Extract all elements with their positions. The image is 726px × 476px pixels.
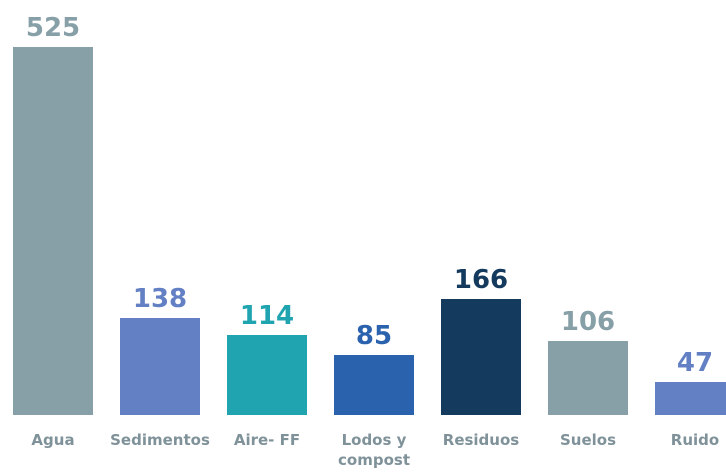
x-tick-label: Aire- FF [233, 431, 301, 449]
bar [120, 318, 200, 415]
bar [548, 340, 628, 415]
x-tick-label: Sedimentos [110, 431, 210, 449]
bar [227, 335, 307, 415]
bar [441, 298, 521, 415]
value-label: 166 [453, 264, 509, 295]
value-label: 106 [560, 306, 616, 337]
value-label: 47 [676, 348, 714, 379]
value-label: 85 [355, 321, 393, 352]
x-tick-label: Lodos y compost [338, 431, 410, 469]
bar [655, 382, 726, 415]
value-label: 138 [132, 284, 188, 315]
bar [13, 47, 93, 415]
x-tick-label: Residuos [442, 431, 520, 449]
value-label: 525 [25, 13, 81, 43]
x-tick-label: Agua [31, 431, 75, 449]
x-tick-label: Ruido [670, 431, 720, 449]
value-label: 114 [239, 301, 295, 332]
x-tick-label: Suelos [559, 431, 617, 449]
bar [334, 355, 414, 415]
